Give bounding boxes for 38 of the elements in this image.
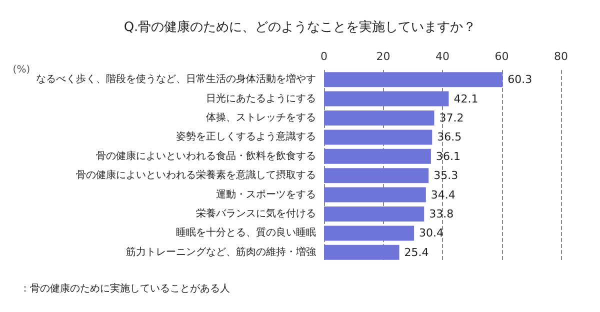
data-label: 33.8 [429,208,454,220]
x-tick-label: 40 [436,50,450,63]
data-label: 60.3 [508,73,532,86]
bar [324,187,426,202]
data-label: 35.3 [434,169,458,182]
data-label: 42.1 [454,92,478,106]
bar [324,91,449,106]
text: ：骨の健康のために実施していることがある人 [20,282,230,294]
bar [324,130,432,145]
x-tick-label: 20 [376,50,390,63]
x-tick-label: 80 [554,50,568,63]
y-tick-label: 栄養バランスに気を付ける [196,208,316,220]
chart-title: Q.骨の健康のために、どのようなことを実施していますか？ [124,19,476,35]
bar [324,206,424,222]
bar [324,244,400,260]
bar [324,72,503,88]
x-tick-label: 60 [494,50,509,63]
x-axis-title: (%) [12,64,30,76]
y-tick-label: 骨の健康によいといわれる食品・飲料を飲食する [96,150,316,162]
y-tick-label: 筋力トレーニングなど、筋肉の維持・増強 [126,246,316,258]
y-tick-label: 体操、ストレッチをする [206,112,316,124]
bar [324,226,414,241]
y-tick-label: なるべく歩く、階段を使うなど、日常生活の身体活動を増やす [36,73,316,86]
x-tick-label: 0 [320,50,328,63]
y-tick-label: 運動・スポーツをする [216,188,316,200]
data-label: 36.5 [437,130,462,144]
y-tick-label: 日光にあたるようにする [206,92,316,104]
data-label: 25.4 [404,246,429,259]
data-label: 37.2 [439,112,464,124]
data-label: 30.4 [419,226,444,240]
y-tick-label: 睡眠を十分とる、質の良い睡眠 [176,226,316,239]
data-label: 36.1 [436,150,460,163]
bar [324,148,431,164]
bar [324,110,434,126]
y-tick-label: 骨の健康によいといわれる栄養素を意識して摂取する [76,169,316,182]
data-label: 34.4 [430,188,456,202]
y-tick-label: 姿勢を正しくするよう意識する [176,130,316,143]
bar [324,168,429,184]
